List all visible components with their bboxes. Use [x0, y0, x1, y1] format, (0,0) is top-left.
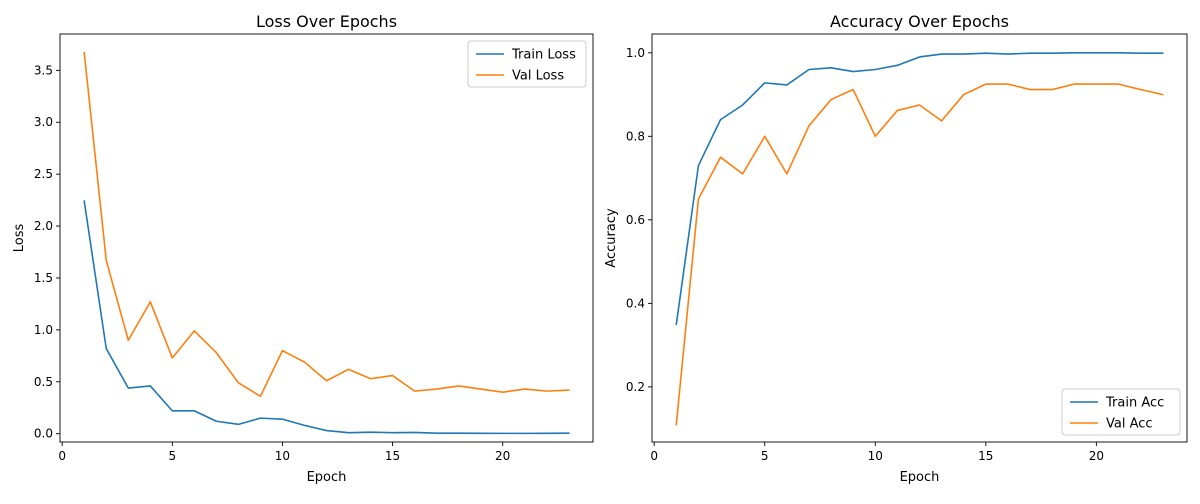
x-tick-label: 20 — [1089, 449, 1104, 463]
y-axis-label: Accuracy — [604, 208, 619, 268]
y-tick-label: 0.8 — [626, 129, 645, 143]
y-axis-label: Loss — [12, 224, 27, 253]
y-tick-label: 3.5 — [34, 63, 53, 77]
x-tick-label: 10 — [868, 449, 883, 463]
x-tick-label: 5 — [761, 449, 769, 463]
plot-frame — [651, 33, 1188, 443]
loss-chart-title: Loss Over Epochs — [256, 12, 397, 31]
series-line-train-acc — [675, 51, 1164, 326]
series-line-train-loss — [83, 200, 570, 435]
legend-entry-label: Train Loss — [511, 48, 576, 63]
x-tick-label: 0 — [58, 449, 66, 463]
y-tick-label: 1.0 — [626, 46, 645, 60]
y-tick-label: 0.0 — [34, 427, 53, 441]
y-tick-label: 3.0 — [34, 115, 53, 129]
series-line-val-loss — [83, 51, 570, 398]
x-tick-label: 5 — [169, 449, 177, 463]
legend-entry-label: Val Acc — [1106, 417, 1153, 432]
y-tick-label: 0.2 — [626, 380, 645, 394]
legend-entry-label: Train Acc — [1105, 396, 1164, 411]
legend-entry-label: Val Loss — [512, 69, 564, 84]
legend: Train Acc Val Acc — [1061, 388, 1181, 436]
x-axis-label: Epoch — [307, 470, 347, 485]
x-axis-label: Epoch — [900, 470, 940, 485]
y-tick-label: 2.0 — [34, 219, 53, 233]
accuracy-chart-panel: 0 5 10 15 20 0.2 0.4 0.6 0.8 1.0 Accuracy Over Epo… — [604, 12, 1188, 485]
y-tick-label: 1.0 — [34, 323, 53, 337]
y-tick-label: 0.5 — [34, 375, 53, 389]
legend: Train Loss Val Loss — [467, 40, 587, 88]
plot-frame — [59, 33, 594, 443]
loss-chart-panel: 0 5 10 15 20 0.0 0.5 1.0 1.5 2.0 2.5 3.0 3.5 Loss Ove… — [12, 12, 594, 485]
x-tick-label: 10 — [275, 449, 290, 463]
x-tick-label: 20 — [495, 449, 510, 463]
y-tick-label: 0.4 — [626, 296, 645, 310]
accuracy-chart-title: Accuracy Over Epochs — [830, 12, 1009, 31]
x-tick-label: 15 — [978, 449, 993, 463]
y-tick-label: 0.6 — [626, 213, 645, 227]
y-tick-label: 1.5 — [34, 271, 53, 285]
y-tick-label: 2.5 — [34, 167, 53, 181]
x-tick-label: 15 — [385, 449, 400, 463]
x-tick-label: 0 — [650, 449, 658, 463]
series-line-val-acc — [675, 83, 1164, 426]
